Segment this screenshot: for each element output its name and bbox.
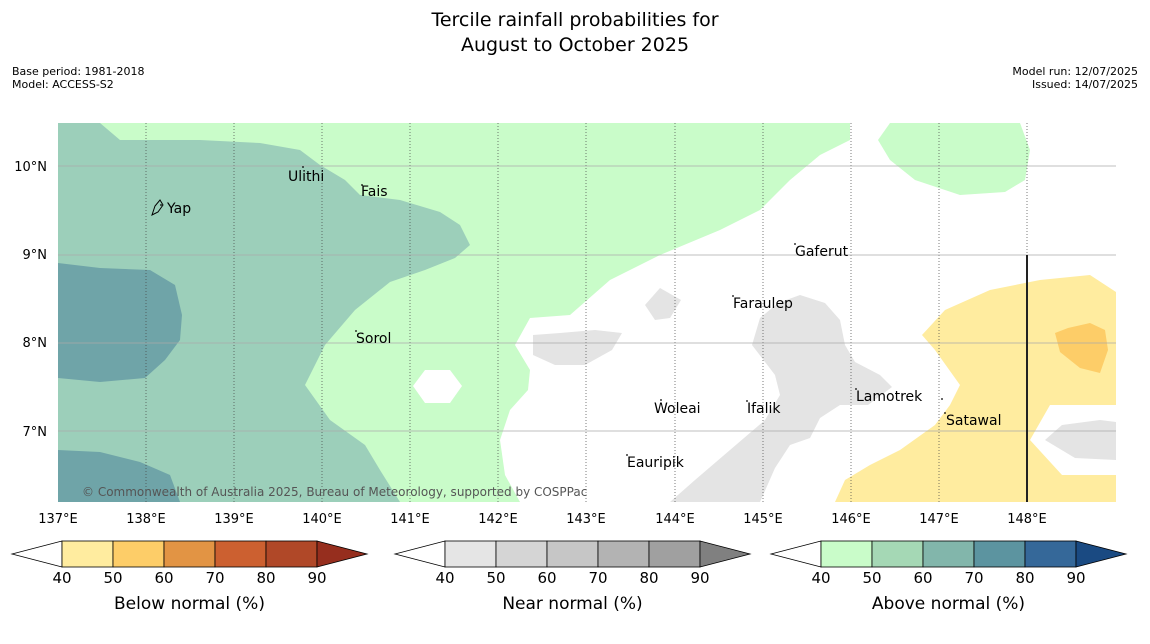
colorbar-legends: 40 50 60 70 80 90 Below normal (%) 40 50 60 70 80 90… xyxy=(10,540,1128,614)
place-label-fais: Fais xyxy=(361,184,388,200)
copyright-text: © Commonwealth of Australia 2025, Bureau… xyxy=(82,485,587,499)
lon-tick-145: 145°E xyxy=(743,512,783,527)
colorbar-near-low-arrow xyxy=(393,540,446,568)
region-above-60 xyxy=(58,123,470,502)
colorbar-below: 40 50 60 70 80 90 Below normal (%) xyxy=(10,540,369,614)
probability-regions xyxy=(58,123,1116,502)
colorbar-below-swatch-5 xyxy=(265,540,318,568)
lat-tick-10: 10°N xyxy=(14,160,47,175)
colorbar-near-label-60: 60 xyxy=(537,569,556,587)
region-near-a xyxy=(533,330,622,365)
region-near-d xyxy=(1045,420,1116,460)
colorbar-above: 40 50 60 70 80 90 Above normal (%) xyxy=(769,540,1128,614)
place-label-yap: Yap xyxy=(166,201,191,217)
yap-island-outline xyxy=(151,199,164,216)
colorbar-below-swatch-2 xyxy=(112,540,165,568)
region-above-50-ne xyxy=(878,123,1030,195)
lon-tick-143: 143°E xyxy=(566,512,606,527)
latitude-ticks: 10°N 9°N 8°N 7°N xyxy=(14,160,47,440)
place-label-faraulep: Faraulep xyxy=(733,296,793,312)
longitude-ticks: 137°E 138°E 139°E 140°E 141°E 142°E 143°… xyxy=(38,512,1047,527)
lon-tick-139: 139°E xyxy=(214,512,254,527)
map-title-line2: August to October 2025 xyxy=(460,34,690,56)
colorbar-above-swatch-5 xyxy=(1024,540,1077,568)
place-label-sorol: Sorol xyxy=(356,331,391,347)
colorbar-below-low-arrow xyxy=(10,540,63,568)
colorbar-near-label-70: 70 xyxy=(588,569,607,587)
colorbar-below-label-80: 80 xyxy=(256,569,275,587)
lat-tick-9: 9°N xyxy=(23,248,48,263)
region-below-60 xyxy=(1055,323,1108,373)
colorbar-near-title: Near normal (%) xyxy=(502,594,642,614)
colorbar-above-swatch-2 xyxy=(871,540,924,568)
colorbar-near-swatch-5 xyxy=(648,540,701,568)
region-neutral-hole xyxy=(413,370,462,403)
colorbar-near-swatch-4 xyxy=(597,540,650,568)
place-label-lamotrek: Lamotrek xyxy=(856,389,923,405)
colorbar-near-high-arrow xyxy=(699,540,752,568)
model-label: Model: ACCESS-S2 xyxy=(12,78,114,91)
region-below-50 xyxy=(835,275,1116,502)
colorbar-below-label-90: 90 xyxy=(307,569,326,587)
colorbar-above-label-40: 40 xyxy=(811,569,830,587)
place-label-woleai: Woleai xyxy=(654,401,701,417)
lon-tick-144: 144°E xyxy=(655,512,695,527)
colorbar-above-low-arrow xyxy=(769,540,822,568)
base-period-label: Base period: 1981-2018 xyxy=(12,65,145,78)
colorbar-below-label-50: 50 xyxy=(103,569,122,587)
colorbar-above-label-80: 80 xyxy=(1015,569,1034,587)
colorbar-above-title: Above normal (%) xyxy=(872,594,1025,614)
lat-tick-8: 8°N xyxy=(23,336,48,351)
colorbar-below-swatch-4 xyxy=(214,540,267,568)
place-label-ifalik: Ifalik xyxy=(747,401,781,417)
colorbar-near-label-40: 40 xyxy=(435,569,454,587)
colorbar-near-swatch-2 xyxy=(495,540,548,568)
colorbar-below-label-60: 60 xyxy=(154,569,173,587)
colorbar-below-title: Below normal (%) xyxy=(114,594,265,614)
lon-tick-138: 138°E xyxy=(126,512,166,527)
colorbar-above-label-60: 60 xyxy=(913,569,932,587)
colorbar-near-label-90: 90 xyxy=(690,569,709,587)
lon-tick-146: 146°E xyxy=(831,512,871,527)
region-near-c xyxy=(670,295,892,502)
lon-tick-137: 137°E xyxy=(38,512,78,527)
colorbar-above-label-70: 70 xyxy=(964,569,983,587)
model-run-label: Model run: 12/07/2025 xyxy=(1012,65,1138,78)
colorbar-below-label-70: 70 xyxy=(205,569,224,587)
colorbar-near-swatch-3 xyxy=(546,540,599,568)
place-label-ulithi: Ulithi xyxy=(288,169,324,185)
map-title-line1: Tercile rainfall probabilities for xyxy=(431,9,719,31)
colorbar-near-label-80: 80 xyxy=(639,569,658,587)
region-above-70-sw xyxy=(58,450,180,502)
colorbar-below-label-40: 40 xyxy=(52,569,71,587)
lon-tick-142: 142°E xyxy=(478,512,518,527)
colorbar-above-label-90: 90 xyxy=(1066,569,1085,587)
place-labels: Yap Ulithi Fais Gaferut Faraulep Sorol W… xyxy=(160,166,1001,471)
lon-tick-141: 141°E xyxy=(390,512,430,527)
colorbar-above-swatch-1 xyxy=(820,540,873,568)
lon-tick-148: 148°E xyxy=(1007,512,1047,527)
region-near-b xyxy=(645,288,681,320)
colorbar-near-label-50: 50 xyxy=(486,569,505,587)
colorbar-near-swatch-1 xyxy=(444,540,497,568)
place-label-gaferut: Gaferut xyxy=(795,244,849,260)
region-above-70-west xyxy=(58,263,182,382)
colorbar-above-swatch-3 xyxy=(922,540,975,568)
colorbar-below-swatch-1 xyxy=(61,540,114,568)
place-label-satawal: Satawal xyxy=(946,413,1001,429)
colorbar-below-swatch-3 xyxy=(163,540,216,568)
issued-label: Issued: 14/07/2025 xyxy=(1031,78,1138,91)
colorbar-above-label-50: 50 xyxy=(862,569,881,587)
lon-tick-147: 147°E xyxy=(919,512,959,527)
colorbar-near: 40 50 60 70 80 90 Near normal (%) xyxy=(393,540,752,614)
colorbar-above-high-arrow xyxy=(1075,540,1128,568)
colorbar-above-swatch-4 xyxy=(973,540,1026,568)
lat-tick-7: 7°N xyxy=(23,425,48,440)
lon-tick-140: 140°E xyxy=(302,512,342,527)
place-label-eauripik: Eauripik xyxy=(627,455,685,471)
colorbar-below-high-arrow xyxy=(316,540,369,568)
